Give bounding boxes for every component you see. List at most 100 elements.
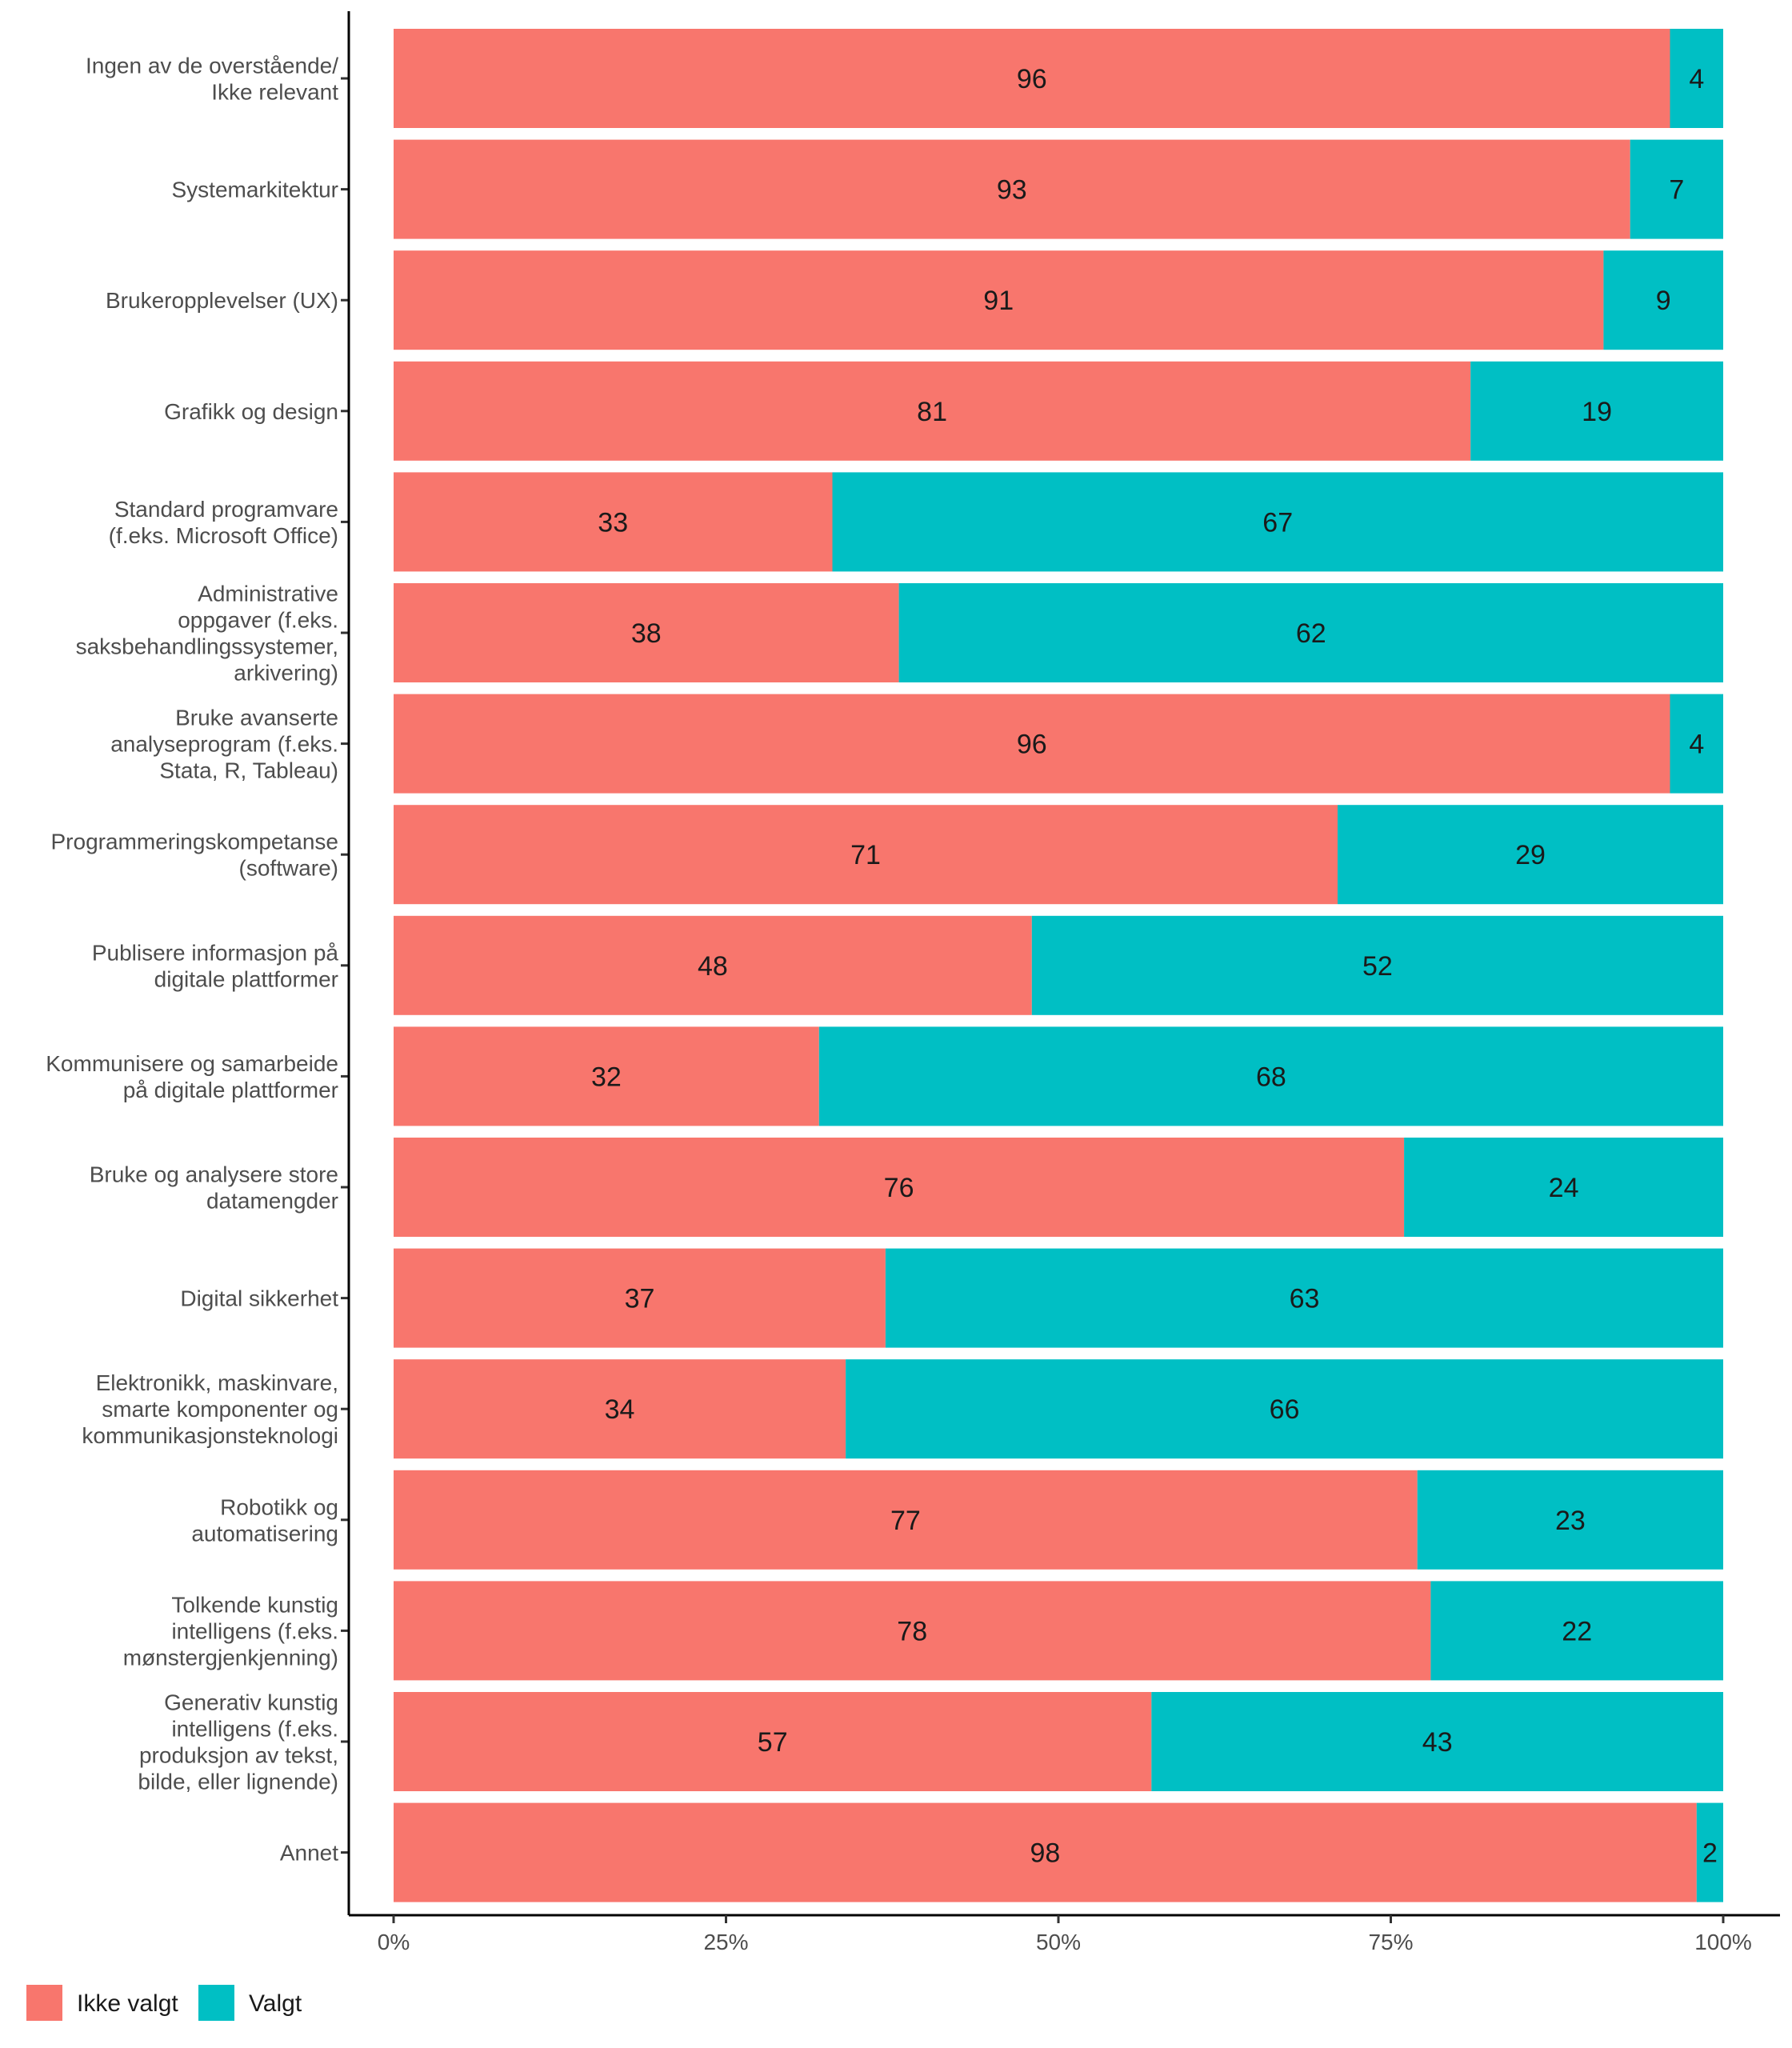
bar-valgt-12	[846, 1359, 1723, 1459]
x-tick-label: 50%	[1036, 1930, 1081, 1954]
data-label-ikke-valgt-6: 96	[1017, 730, 1047, 760]
category-label-3: Grafikk og design	[164, 399, 338, 424]
category-label-line: Annet	[280, 1841, 338, 1866]
bar-ikke-valgt-6	[394, 694, 1670, 794]
legend-label-valgt: Valgt	[249, 1990, 302, 2017]
category-label-line: Programmeringskompetanse	[51, 830, 339, 854]
bar-valgt-1	[1630, 139, 1723, 239]
x-tick-label: 100%	[1694, 1930, 1752, 1954]
category-label-line: Grafikk og design	[164, 399, 338, 424]
data-label-valgt-13: 23	[1555, 1506, 1586, 1536]
category-label-line: Ingen av de overstående/	[86, 54, 338, 78]
category-label-line: saksbehandlingssystemer,	[76, 634, 338, 659]
bar-valgt-2	[1603, 250, 1723, 350]
data-label-valgt-11: 63	[1290, 1284, 1320, 1314]
category-label-line: Elektronikk, maskinvare,	[96, 1370, 338, 1395]
category-label-line: (f.eks. Microsoft Office)	[109, 523, 338, 548]
category-label-line: Bruke avanserte	[175, 706, 338, 730]
data-label-ikke-valgt-2: 91	[983, 286, 1014, 316]
data-label-ikke-valgt-5: 38	[631, 618, 662, 649]
bar-ikke-valgt-13	[394, 1470, 1418, 1570]
data-label-ikke-valgt-12: 34	[605, 1394, 635, 1425]
bar-ikke-valgt-2	[394, 250, 1604, 350]
bar-valgt-13	[1417, 1470, 1723, 1570]
category-label-line: Publisere informasjon på	[92, 940, 339, 965]
bar-valgt-15	[1151, 1692, 1723, 1791]
category-label-line: oppgaver (f.eks.	[178, 608, 338, 633]
data-label-valgt-16: 2	[1702, 1838, 1718, 1869]
category-label-line: mønstergjenkjenning)	[123, 1645, 338, 1670]
category-label-0: Ingen av de overstående/Ikke relevant	[86, 54, 338, 105]
data-label-ikke-valgt-10: 76	[884, 1173, 914, 1203]
bar-ikke-valgt-7	[394, 805, 1338, 905]
bar-valgt-3	[1470, 361, 1723, 461]
bar-valgt-4	[832, 472, 1723, 572]
x-tick-label: 75%	[1368, 1930, 1413, 1954]
category-label-line: Tolkende kunstig	[171, 1592, 338, 1617]
bar-ikke-valgt-9	[394, 1026, 819, 1126]
category-label-9: Kommunisere og samarbeide på digitale pla…	[46, 1051, 338, 1102]
category-label-line: digitale plattformer	[154, 966, 338, 991]
data-label-valgt-10: 24	[1549, 1173, 1579, 1203]
bar-valgt-0	[1670, 29, 1723, 128]
x-axis-ticks: 0% 25% 50% 75% 100%	[378, 1915, 1752, 1954]
legend-label-ikke-valgt: Ikke valgt	[77, 1990, 178, 2017]
category-label-line: smarte komponenter og	[102, 1397, 338, 1422]
data-label-ikke-valgt-16: 98	[1030, 1838, 1060, 1869]
category-label-line: Stata, R, Tableau)	[159, 758, 338, 783]
data-label-ikke-valgt-1: 93	[997, 175, 1027, 206]
axes	[347, 11, 1780, 1917]
category-label-12: Elektronikk, maskinvare, smarte komponent…	[82, 1370, 338, 1448]
category-label-8: Publisere informasjon på digitale plattfo…	[92, 940, 339, 991]
bar-ikke-valgt-4	[394, 472, 833, 572]
category-label-11: Digital sikkerhet	[180, 1286, 338, 1311]
bar-ikke-valgt-5	[394, 583, 899, 682]
category-label-line: datamengder	[206, 1189, 338, 1214]
category-label-line: produksjon av tekst,	[139, 1743, 338, 1768]
bar-ikke-valgt-16	[394, 1802, 1697, 1902]
category-label-line: Administrative	[198, 582, 338, 606]
category-label-line: arkivering)	[234, 661, 338, 686]
category-label-15: Generativ kunstig intelligens (f.eks. prod…	[138, 1690, 338, 1794]
data-label-valgt-12: 66	[1270, 1394, 1300, 1425]
category-label-line: (software)	[239, 856, 338, 881]
data-label-valgt-14: 22	[1562, 1616, 1592, 1646]
category-label-10: Bruke og analysere store datamengder	[90, 1162, 338, 1214]
category-label-4: Standard programvare (f.eks. Microsoft Of…	[109, 497, 338, 548]
data-label-ikke-valgt-9: 32	[591, 1062, 622, 1092]
bar-valgt-14	[1430, 1581, 1723, 1681]
data-label-valgt-7: 29	[1515, 840, 1546, 870]
category-label-line: Kommunisere og samarbeide	[46, 1051, 338, 1076]
category-label-6: Bruke avanserte analyseprogram (f.eks. Sta…	[110, 706, 338, 783]
category-label-line: Brukeropplevelser (UX)	[106, 288, 338, 313]
bar-valgt-9	[818, 1026, 1723, 1126]
data-label-valgt-4: 67	[1262, 507, 1293, 538]
data-label-ikke-valgt-8: 48	[698, 951, 728, 982]
bar-ikke-valgt-0	[394, 29, 1670, 128]
legend: Ikke valgt Valgt	[26, 1985, 302, 2021]
data-label-ikke-valgt-7: 71	[850, 840, 881, 870]
data-label-ikke-valgt-4: 33	[598, 507, 628, 538]
bar-ikke-valgt-11	[394, 1248, 886, 1348]
category-label-14: Tolkende kunstig intelligens (f.eks. mønst…	[123, 1592, 338, 1670]
data-label-valgt-9: 68	[1256, 1062, 1286, 1092]
category-label-line: Generativ kunstig	[164, 1690, 338, 1715]
data-label-valgt-0: 4	[1689, 64, 1704, 94]
x-tick-label: 0%	[378, 1930, 410, 1954]
data-label-ikke-valgt-15: 57	[758, 1727, 788, 1758]
bar-valgt-5	[898, 583, 1723, 682]
bar-ikke-valgt-10	[394, 1138, 1405, 1237]
data-label-valgt-8: 52	[1362, 951, 1393, 982]
data-label-ikke-valgt-14: 78	[897, 1616, 927, 1646]
bar-ikke-valgt-8	[394, 915, 1032, 1015]
data-label-ikke-valgt-13: 77	[890, 1506, 921, 1536]
bar-ikke-valgt-15	[394, 1692, 1152, 1791]
category-label-line: Digital sikkerhet	[180, 1286, 338, 1311]
category-label-2: Brukeropplevelser (UX)	[106, 288, 338, 313]
data-label-valgt-6: 4	[1689, 730, 1704, 760]
bar-ikke-valgt-1	[394, 139, 1630, 239]
bar-valgt-7	[1338, 805, 1723, 905]
category-label-7: Programmeringskompetanse (software)	[51, 830, 339, 881]
data-label-ikke-valgt-0: 96	[1017, 64, 1047, 94]
